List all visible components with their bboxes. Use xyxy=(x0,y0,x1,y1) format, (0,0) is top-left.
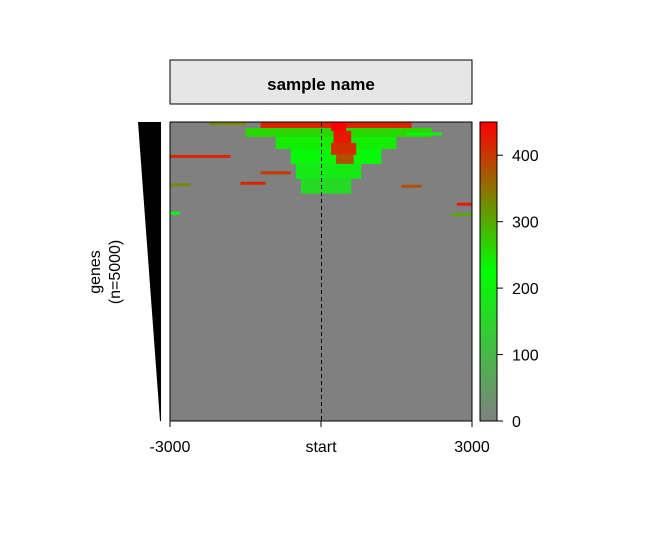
colorbar-tick-label: 200 xyxy=(512,281,539,298)
heatmap-band xyxy=(290,148,382,164)
title-strip xyxy=(169,59,473,105)
x-tick-label: 3000 xyxy=(454,439,490,456)
heatmap-band xyxy=(210,122,246,125)
heatmap-band xyxy=(333,130,352,143)
heatmap-band xyxy=(170,154,231,158)
gene-count-wedge xyxy=(138,122,161,421)
colorbar-tick-label: 400 xyxy=(512,148,539,165)
colorbar-tick-label: 0 xyxy=(512,414,521,431)
heatmap-band xyxy=(240,181,266,185)
heatmap-band xyxy=(336,154,354,164)
heatmap-band xyxy=(170,211,181,215)
colorbar-axis: 0 100 200 300 400 xyxy=(497,148,539,431)
heatmap-panel xyxy=(169,121,473,422)
colorbar-tick-label: 300 xyxy=(512,215,539,232)
heatmap-band xyxy=(170,183,191,187)
heatmap-band xyxy=(331,122,347,131)
colorbar xyxy=(479,121,498,422)
heatmap-band xyxy=(295,163,362,179)
x-tick-label: start xyxy=(305,439,337,456)
heatmap-band xyxy=(406,132,442,136)
x-tick-label: -3000 xyxy=(150,439,191,456)
y-label-line-2: (n=5000) xyxy=(107,240,124,305)
x-axis: -3000 start 3000 xyxy=(150,420,490,456)
colorbar-tick-label: 100 xyxy=(512,348,539,365)
heatmap-band xyxy=(401,184,422,188)
heatmap-cells xyxy=(170,122,472,217)
y-axis-label: genes (n=5000) xyxy=(87,240,124,305)
heatmap-band xyxy=(456,202,472,206)
chart-title: sample name xyxy=(267,75,375,94)
heatmap-band xyxy=(331,142,357,155)
y-label-line-1: genes xyxy=(87,250,104,294)
heatmap-band xyxy=(451,213,472,217)
heatmap-band xyxy=(260,171,291,175)
heatmap-band xyxy=(300,178,352,194)
